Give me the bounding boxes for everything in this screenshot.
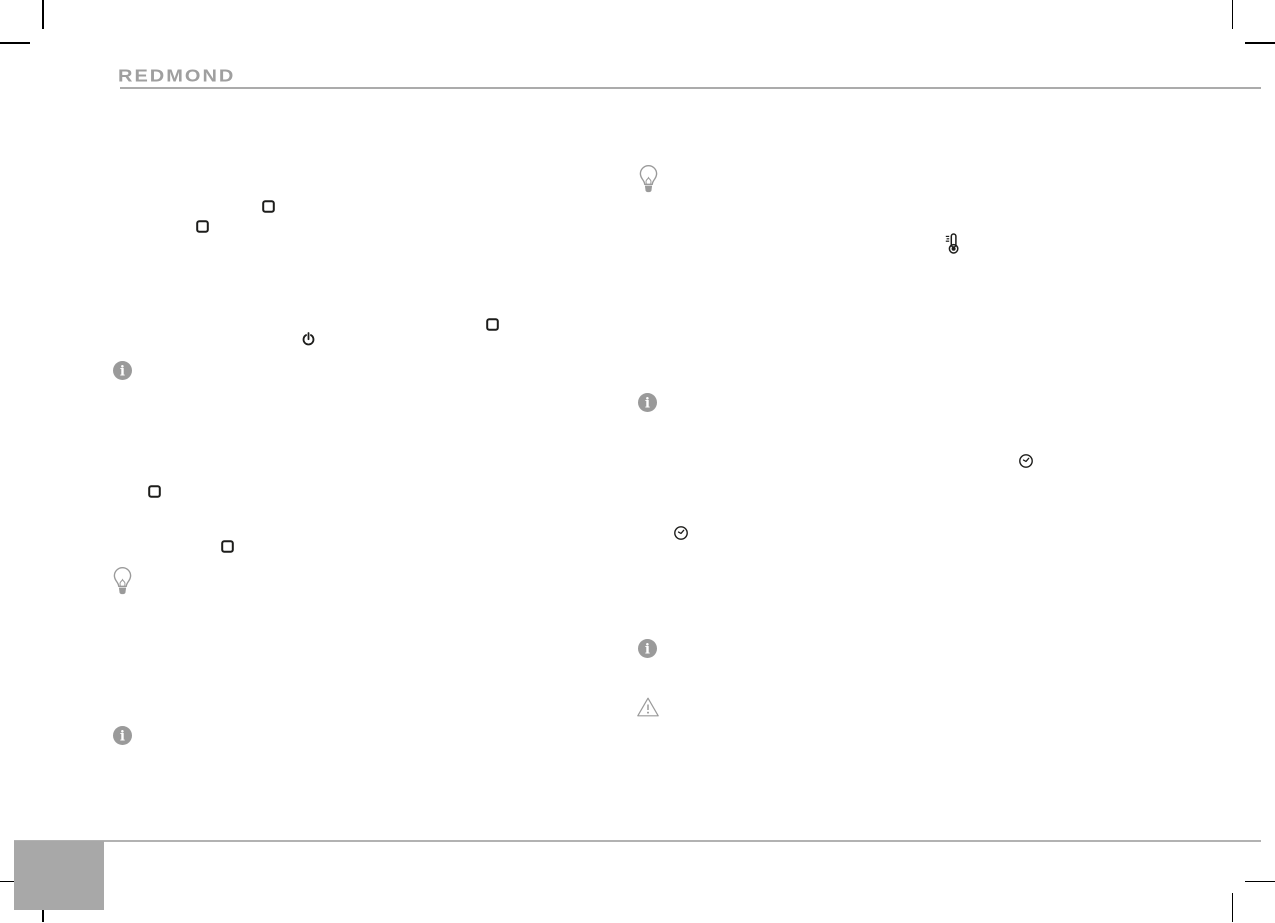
warning-triangle-icon [636, 696, 660, 718]
button-square-icon [486, 318, 499, 331]
header-rule [120, 87, 1261, 89]
info-icon: i [638, 639, 657, 658]
tip-bulb-icon [638, 164, 659, 195]
svg-text:i: i [120, 728, 125, 744]
temperature-icon [945, 233, 959, 254]
info-icon: i [638, 393, 657, 412]
svg-text:i: i [120, 363, 125, 379]
info-icon: i [113, 361, 132, 380]
info-icon: i [113, 726, 132, 745]
button-square-icon [221, 540, 234, 553]
tip-bulb-icon [112, 566, 133, 597]
crop-mark-bottom-right-vertical [1231, 893, 1233, 922]
svg-text:i: i [645, 641, 650, 657]
crop-mark-top-right-horizontal [1245, 42, 1275, 44]
timer-clock-icon [1019, 454, 1033, 468]
svg-text:i: i [645, 395, 650, 411]
crop-mark-bottom-right-horizontal [1245, 880, 1275, 882]
crop-mark-top-right-vertical [1231, 0, 1233, 29]
power-icon [302, 332, 315, 346]
footer-rule [14, 840, 1261, 842]
crop-mark-top-left-horizontal [0, 42, 30, 44]
crop-mark-top-left-vertical [42, 0, 44, 29]
button-square-icon [262, 200, 275, 213]
redmond-logo: REDMOND [118, 66, 236, 86]
button-square-icon [148, 485, 161, 498]
page-number-block [14, 841, 104, 910]
timer-clock-icon [674, 526, 688, 540]
button-square-icon [196, 220, 209, 233]
